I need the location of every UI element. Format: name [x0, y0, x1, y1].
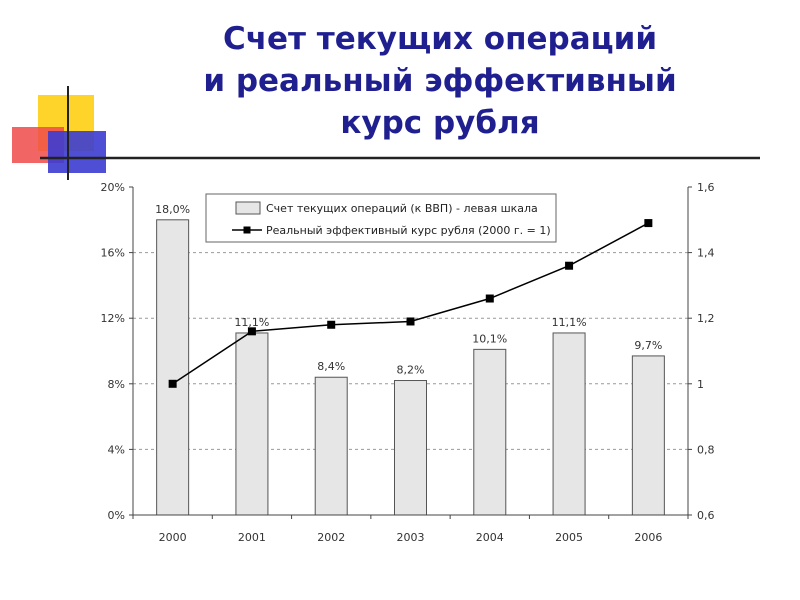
line-point-marker: [565, 261, 574, 270]
bar-data-label: 9,7%: [634, 339, 662, 352]
bars-layer: [156, 219, 665, 516]
bar: [156, 219, 190, 516]
bar-data-label: 11,1%: [552, 316, 587, 329]
bar: [631, 355, 665, 516]
title-line-3: курс рубля: [340, 105, 540, 141]
labels-layer: 18,0% 11,1% 8,4% 8,2% 10,1% 11,1% 9,7%: [155, 203, 662, 377]
legend-line-marker: [243, 226, 251, 234]
bar: [473, 348, 507, 516]
line-point-marker: [406, 317, 415, 326]
axes-layer: 0% 4% 8% 12% 16% 20% 0,6 0,8 1 1,2 1,4 1,6 2000 2001 2…: [101, 181, 715, 544]
line-point-marker: [168, 379, 177, 388]
right-tick-label: 0,8: [697, 443, 715, 456]
x-tick-label: 2001: [238, 531, 266, 544]
x-tick-label: 2006: [634, 531, 662, 544]
left-tick-label: 16%: [101, 247, 125, 260]
bar: [314, 376, 348, 516]
legend-bar-label: Счет текущих операций (к ВВП) - левая шк…: [266, 202, 538, 215]
left-tick-label: 4%: [108, 443, 125, 456]
bar: [235, 332, 269, 516]
bar-data-label: 11,1%: [234, 316, 269, 329]
line-point-marker: [327, 320, 336, 329]
line-point-marker: [644, 219, 653, 228]
left-tick-label: 12%: [101, 312, 125, 325]
title-line-1: Счет текущих операций: [222, 21, 658, 57]
legend-bar-swatch: [235, 201, 261, 215]
x-tick-label: 2002: [317, 531, 345, 544]
slide-title: Счет текущих операций и реальный эффекти…: [150, 18, 730, 144]
bar-data-label: 10,1%: [472, 332, 507, 345]
ornament-blue-square: [48, 131, 106, 173]
right-tick-label: 1,2: [697, 312, 715, 325]
legend-line-label: Реальный эффективный курс рубля (2000 г.…: [266, 224, 551, 237]
bar: [394, 380, 427, 516]
slide-ornament: [12, 86, 760, 180]
left-tick-label: 0%: [108, 509, 125, 522]
right-tick-label: 1: [697, 378, 704, 391]
x-tick-label: 2000: [159, 531, 187, 544]
legend-box: [205, 193, 557, 243]
x-tick-label: 2004: [476, 531, 504, 544]
title-line-2: и реальный эффективный: [203, 63, 677, 99]
bar-data-label: 8,4%: [317, 360, 345, 373]
legend: Счет текущих операций (к ВВП) - левая шк…: [205, 193, 557, 243]
right-tick-label: 1,6: [697, 181, 715, 194]
left-tick-label: 8%: [108, 378, 125, 391]
x-tick-label: 2005: [555, 531, 583, 544]
bar-data-label: 8,2%: [397, 364, 425, 377]
bar: [552, 332, 586, 516]
x-tick-label: 2003: [397, 531, 425, 544]
line-point-marker: [485, 294, 494, 303]
left-tick-label: 20%: [101, 181, 125, 194]
bar-data-label: 18,0%: [155, 203, 190, 216]
right-tick-label: 0,6: [697, 509, 715, 522]
line-layer: [168, 219, 653, 388]
line-point-marker: [247, 327, 256, 336]
right-tick-label: 1,4: [697, 247, 715, 260]
